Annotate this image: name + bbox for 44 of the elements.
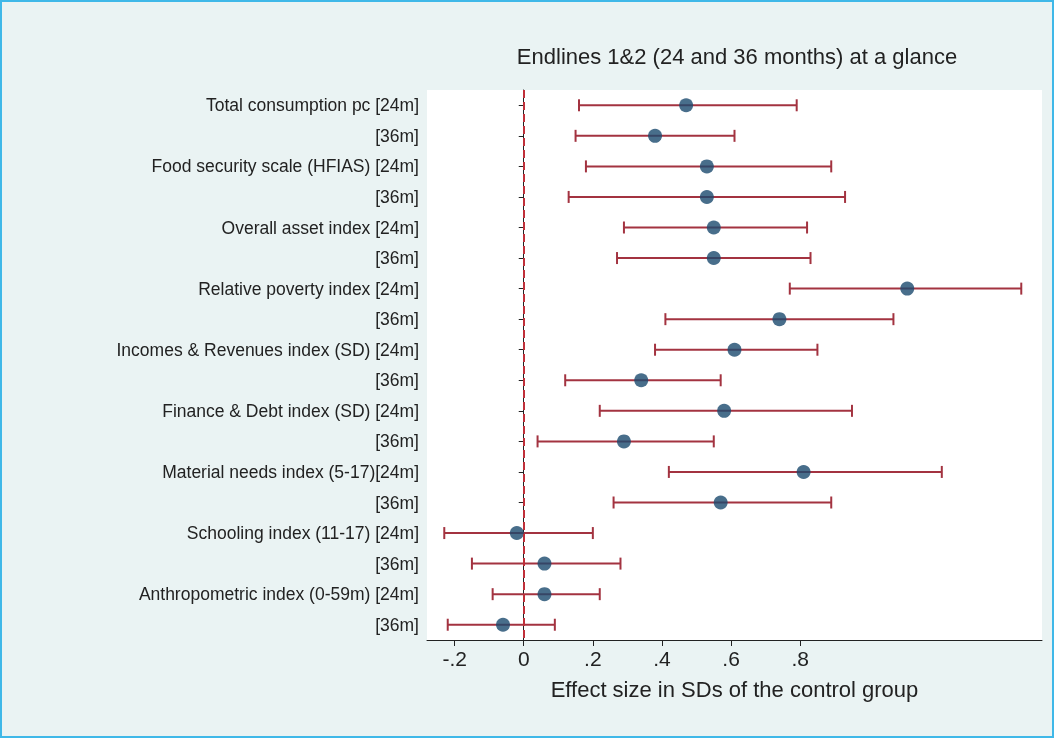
point	[679, 98, 694, 113]
x-tick-label: 0	[517, 647, 530, 670]
y-tick-label: Total consumption pc [24m]	[205, 95, 419, 116]
x-tick-label: .2	[584, 647, 602, 670]
y-tick-label: [36m]	[375, 186, 419, 207]
point	[509, 526, 524, 541]
y-tick-label: [36m]	[375, 614, 419, 635]
point	[727, 342, 742, 357]
y-tick-label: [36m]	[375, 125, 419, 146]
point	[634, 373, 649, 388]
x-tick-label: .8	[791, 647, 809, 670]
point	[537, 556, 552, 571]
point	[772, 312, 787, 327]
y-tick-label: [36m]	[375, 248, 419, 269]
y-tick-label: Schooling index (11-17) [24m]	[186, 523, 419, 544]
point	[706, 220, 721, 235]
point	[796, 464, 811, 479]
y-tick-label: [36m]	[375, 431, 419, 452]
y-tick-label: Relative poverty index [24m]	[198, 278, 419, 299]
x-tick-label: -.2	[442, 647, 467, 670]
point	[496, 617, 511, 632]
x-tick-label: .4	[653, 647, 672, 670]
y-tick-label: Finance & Debt index (SD) [24m]	[162, 400, 419, 421]
y-tick-label: [36m]	[375, 309, 419, 330]
y-tick-label: Anthropometric index (0-59m) [24m]	[138, 584, 419, 605]
x-axis-title: Effect size in SDs of the control group	[550, 676, 919, 702]
point	[699, 159, 714, 174]
y-tick-label: [36m]	[375, 553, 419, 574]
point	[537, 587, 552, 602]
point	[699, 189, 714, 204]
point	[706, 251, 721, 266]
y-tick-label: [36m]	[375, 492, 419, 513]
y-tick-label: Food security scale (HFIAS) [24m]	[151, 156, 419, 177]
chart-title: Endlines 1&2 (24 and 36 months) at a glance	[516, 43, 958, 69]
x-tick-label: .6	[722, 647, 740, 670]
point	[717, 403, 732, 418]
y-tick-label: Incomes & Revenues index (SD) [24m]	[116, 339, 419, 360]
point	[648, 128, 663, 143]
point	[616, 434, 631, 449]
point	[713, 495, 728, 510]
y-tick-label: [36m]	[375, 370, 419, 391]
y-tick-label: Material needs index (5-17)[24m]	[162, 461, 419, 482]
y-tick-label: Overall asset index [24m]	[221, 217, 419, 238]
point	[900, 281, 915, 296]
